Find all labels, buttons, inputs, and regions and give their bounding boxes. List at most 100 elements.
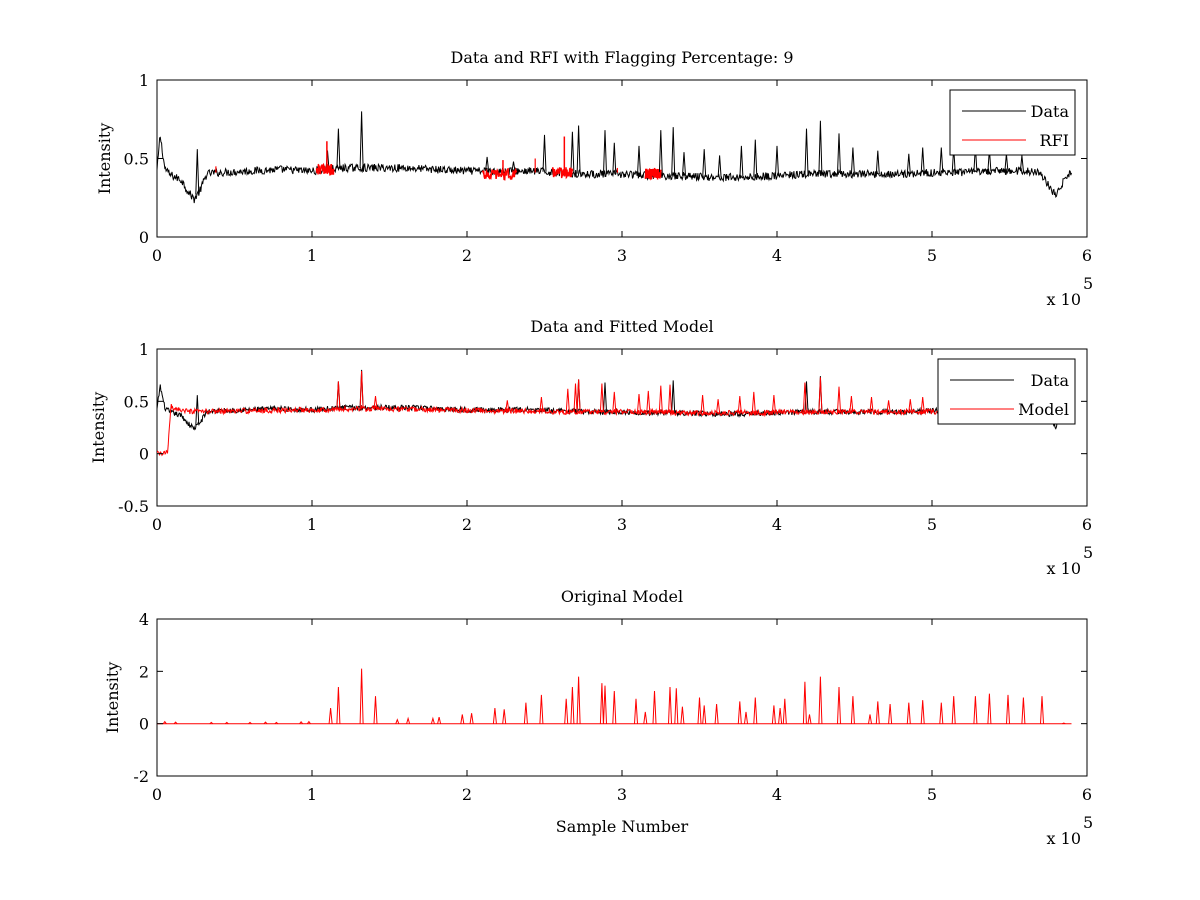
- series-model-spike: [668, 686, 672, 724]
- series-data-spike: [671, 127, 676, 176]
- series-model-spike: [570, 686, 575, 724]
- rfi-segment: [481, 167, 518, 181]
- series-model-spike: [395, 718, 400, 724]
- y-tick-label: -2: [133, 767, 149, 786]
- x-exponent-power: 5: [1083, 543, 1093, 562]
- series-data-spike: [818, 120, 823, 175]
- series-model-spike: [576, 676, 581, 724]
- series-model-spike: [658, 385, 663, 413]
- plot-area: [157, 369, 1072, 457]
- series-model-spike: [778, 707, 783, 724]
- series-model-spike: [643, 711, 648, 724]
- series-model-spike: [987, 693, 992, 724]
- x-tick-label: 2: [462, 515, 472, 534]
- series-model-spike: [652, 690, 657, 724]
- x-tick-label: 0: [152, 515, 162, 534]
- legend-label: Data: [1031, 371, 1070, 390]
- series-model-spike: [680, 706, 685, 724]
- series-model-spike: [173, 721, 178, 725]
- series-model-spike: [875, 701, 880, 724]
- series-model-spike: [782, 698, 787, 724]
- series-model-spike: [328, 707, 333, 724]
- series-data-spike: [875, 150, 880, 175]
- series-model-spike: [818, 676, 823, 724]
- series-model-spike: [460, 714, 465, 724]
- series-model-spike: [771, 705, 776, 724]
- series-model-spike: [336, 381, 341, 410]
- y-tick-label: 1: [139, 340, 149, 359]
- y-tick-label: 0.5: [124, 150, 149, 169]
- series-data-spike: [359, 111, 364, 168]
- series-data-spike: [485, 156, 490, 172]
- series-data-spike: [682, 152, 686, 176]
- x-tick-label: 1: [307, 515, 317, 534]
- legend-label: Data: [1031, 102, 1070, 121]
- series-model-spike: [359, 370, 364, 409]
- y-tick-label: 2: [139, 662, 149, 681]
- series-model-spike: [818, 377, 823, 412]
- series-model-spike: [1021, 697, 1026, 724]
- series-model-spike: [1040, 696, 1044, 724]
- series-model-spike: [637, 393, 641, 413]
- series-data-spike: [906, 153, 911, 174]
- y-tick-label: 0: [139, 445, 149, 464]
- axes-box: [156, 348, 1088, 507]
- x-tick-label: 3: [617, 515, 627, 534]
- series-model-spike: [599, 683, 604, 724]
- series-model-spike: [373, 696, 378, 724]
- series-model-spike: [373, 396, 378, 409]
- axes-box: [156, 618, 1088, 777]
- series-model-spike: [939, 702, 944, 724]
- x-tick-label: 6: [1082, 246, 1092, 265]
- y-tick-label: 0.5: [124, 392, 149, 411]
- y-axis-label: Intensity: [95, 123, 114, 195]
- legend-box: [949, 89, 1076, 156]
- x-tick-label: 6: [1082, 515, 1092, 534]
- x-tick-label: 2: [462, 246, 472, 265]
- series-model-spike: [564, 698, 569, 724]
- series-data-spike: [637, 145, 641, 176]
- series-data-spike: [336, 128, 341, 169]
- series-model-spike: [430, 716, 435, 724]
- series-model-spike: [565, 388, 570, 412]
- y-tick-label: 0: [139, 715, 149, 734]
- x-exponent-power: 5: [1083, 274, 1093, 293]
- series-data-spike: [850, 147, 855, 175]
- series-model-spike: [492, 707, 497, 724]
- series-model-spike: [573, 383, 578, 412]
- series-model-spike: [737, 396, 742, 413]
- series-model-spike: [869, 397, 874, 412]
- legend-label: RFI: [1040, 131, 1069, 150]
- series-model-spike: [603, 685, 607, 724]
- series-model-spike: [599, 383, 604, 412]
- rfi-segment: [644, 167, 662, 181]
- series-data-spike: [542, 134, 547, 172]
- series-data-spike: [195, 395, 200, 426]
- series-model-spike: [1062, 722, 1066, 725]
- series-data-spike: [939, 147, 944, 173]
- series-model-spike: [802, 382, 807, 412]
- x-tick-label: 3: [617, 246, 627, 265]
- series-data-spike: [195, 149, 200, 195]
- series-model-spike: [908, 399, 913, 412]
- legend-box: [937, 358, 1076, 425]
- y-axis-label: Intensity: [103, 662, 122, 734]
- series-model-spike: [714, 703, 719, 724]
- series-data-spike: [920, 147, 925, 174]
- x-tick-label: 1: [307, 785, 317, 804]
- series-model-spike: [802, 681, 807, 724]
- series-model-spike: [951, 696, 956, 724]
- y-tick-label: 1: [139, 71, 149, 90]
- series-data-spike: [603, 382, 607, 412]
- x-tick-label: 4: [772, 785, 782, 804]
- series-model-spike: [224, 721, 229, 725]
- series-data-spike: [612, 142, 617, 175]
- series-model-spike: [868, 714, 872, 724]
- series-model-spike: [674, 688, 679, 724]
- series-model-spike: [920, 397, 925, 412]
- series-model-spike: [523, 702, 528, 724]
- x-tick-label: 4: [772, 515, 782, 534]
- x-tick-label: 0: [152, 246, 162, 265]
